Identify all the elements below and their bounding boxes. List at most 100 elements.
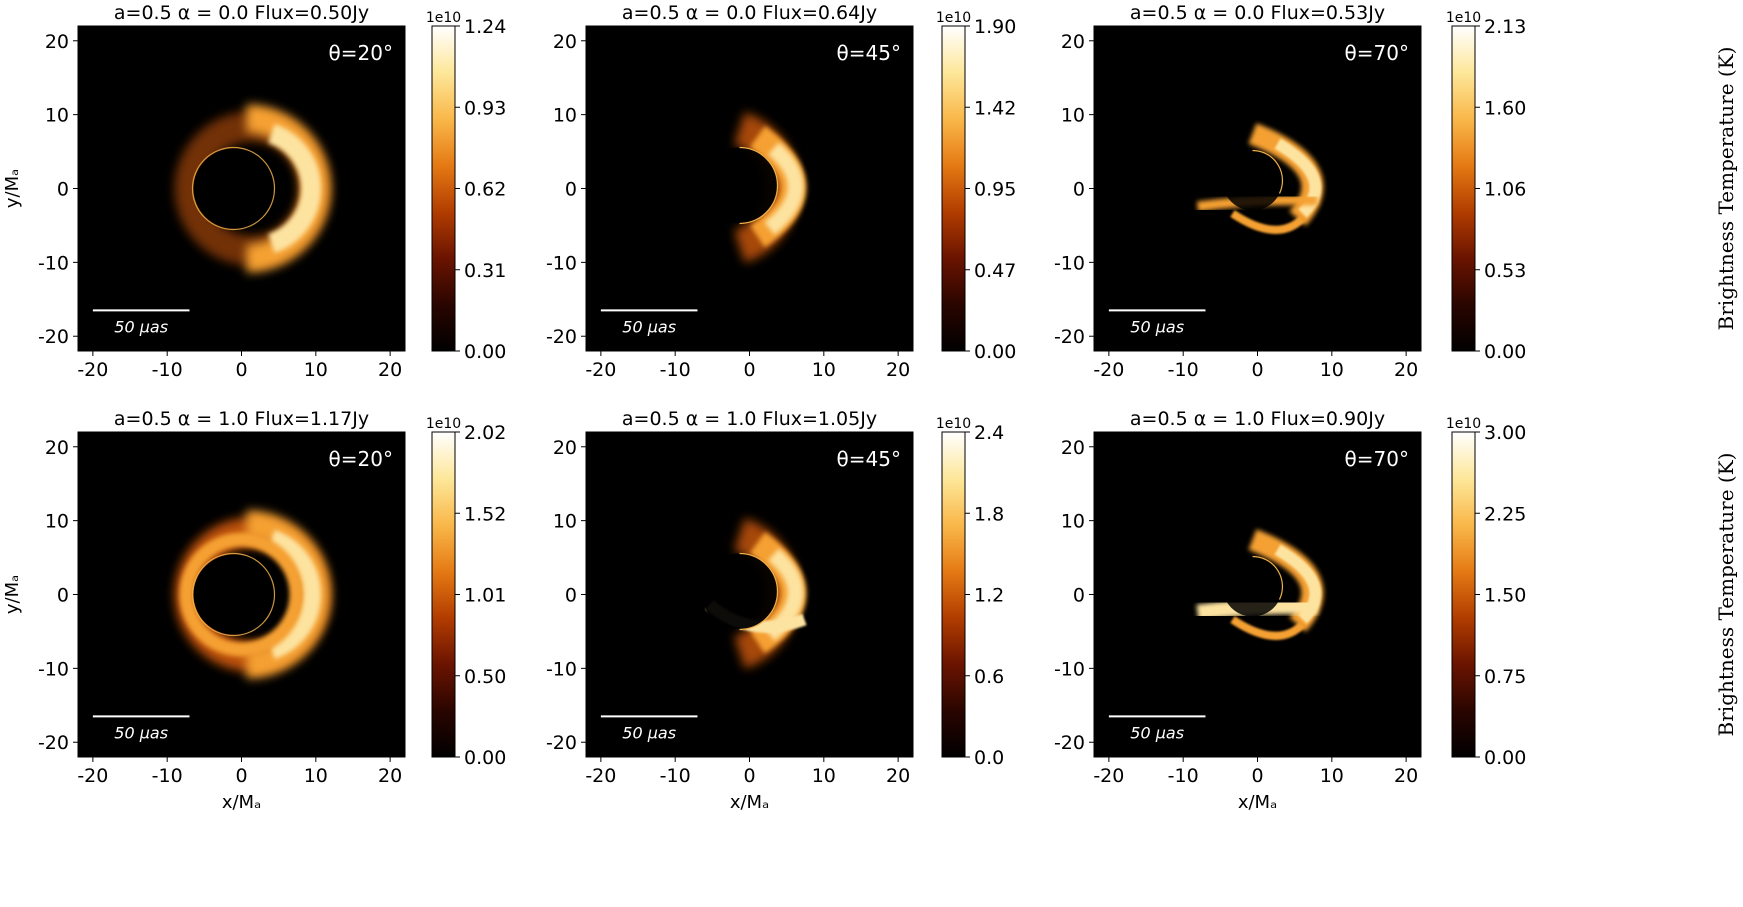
colorbar-tick-label: 0.95 [974,179,1016,201]
photon-ring [739,146,779,225]
x-tick-label: 0 [235,765,247,787]
x-tick-label: -20 [585,359,616,381]
colorbar-tick-label: 0.0 [974,747,1004,769]
colorbar-multiplier: 1e10 [426,10,461,26]
colorbar-tick-label: 0.47 [974,260,1016,282]
x-tick-label: 0 [235,359,247,381]
black-hole-shadow [193,554,274,635]
inclination-label: θ=20° [329,447,393,471]
x-tick-label: 10 [304,765,328,787]
y-tick-label: 0 [57,585,69,607]
colorbar-tick-label: 1.2 [974,585,1004,607]
x-tick-label: 0 [743,359,755,381]
black-hole-shadow [193,148,274,229]
y-tick-label: -10 [38,658,69,680]
x-tick-label: 10 [1320,359,1344,381]
y-axis-label: y/Mₐ [2,575,23,614]
scale-bar-label: 50 μas [114,724,168,743]
colorbar-tick-label: 1.42 [974,97,1016,119]
colorbar-tick-label: 0.00 [1484,747,1526,769]
photon-ring [191,552,276,637]
colorbar [941,431,966,758]
panel-title: a=0.5 α = 1.0 Flux=1.17Jy [114,408,369,430]
colorbar-tick-label: 0.53 [1484,260,1526,282]
colorbar-tick-label: 0.31 [464,260,506,282]
disk-crescent-core [764,142,804,235]
colorbar-label: Brightness Temperature (K) [1714,453,1738,737]
x-tick-label: 20 [378,359,402,381]
colorbar-multiplier: 1e10 [1446,416,1481,432]
x-tick-label: 0 [1251,359,1263,381]
y-tick-label: 10 [45,105,69,127]
black-hole-shadow [1222,150,1283,211]
y-tick-label: 20 [1061,31,1085,53]
colorbar-tick-label: 1.8 [974,503,1004,525]
photon-ring [191,146,276,231]
colorbar-tick-label: 0.00 [464,747,506,769]
y-tick-label: 0 [57,179,69,201]
colorbar-multiplier: 1e10 [1446,10,1481,26]
y-tick-label: -20 [546,326,577,348]
scale-bar-label: 50 μas [1130,724,1184,743]
scale-bar-label: 50 μas [622,318,676,337]
y-tick-label: 20 [553,31,577,53]
y-tick-label: -10 [546,252,577,274]
panel-title: a=0.5 α = 0.0 Flux=0.64Jy [622,2,877,24]
x-tick-label: 10 [304,359,328,381]
y-tick-label: -10 [1054,658,1085,680]
colorbar-tick-label: 1.60 [1484,97,1526,119]
x-tick-label: 20 [378,765,402,787]
panel-6: a=0.5 α = 1.0 Flux=0.90Jy θ=70° 50 μas -20 -… [1054,408,1738,813]
colorbar-multiplier: 1e10 [936,10,971,26]
scale-bar-label: 50 μas [1130,318,1184,337]
disk-lower-arc [1230,210,1306,234]
inclination-label: θ=70° [1345,447,1409,471]
inclination-label: θ=20° [329,41,393,65]
colorbar-tick-label: 1.24 [464,16,506,38]
colorbar-tick-label: 1.06 [1484,179,1526,201]
colorbar-tick-label: 0.75 [1484,666,1526,688]
panel-title: a=0.5 α = 1.0 Flux=0.90Jy [1130,408,1385,430]
x-tick-label: -10 [660,765,691,787]
y-tick-label: -10 [1054,252,1085,274]
x-axis-label: x/Mₐ [1238,792,1277,813]
photon-ring [1252,555,1284,600]
y-tick-label: -20 [38,326,69,348]
y-tick-label: 20 [1061,437,1085,459]
y-tick-label: -20 [1054,732,1085,754]
colorbar [1451,431,1476,758]
x-tick-label: -20 [1093,359,1124,381]
colorbar-tick-label: 0.00 [974,341,1016,363]
y-tick-label: 10 [45,511,69,533]
colorbar [431,431,456,758]
colorbar-tick-label: 1.01 [464,585,506,607]
x-tick-label: -20 [585,765,616,787]
x-axis-label: x/Mₐ [730,792,769,813]
panel-title: a=0.5 α = 0.0 Flux=0.50Jy [114,2,369,24]
panel-title: a=0.5 α = 1.0 Flux=1.05Jy [622,408,877,430]
y-tick-label: -10 [38,252,69,274]
heatmap-image [1196,123,1324,234]
y-tick-label: 20 [45,31,69,53]
colorbar-tick-label: 0.00 [1484,341,1526,363]
disk-crescent-core [267,124,322,253]
scale-bar-label: 50 μas [114,318,168,337]
colorbar-tick-label: 1.52 [464,503,506,525]
colorbar-tick-label: 2.02 [464,422,506,444]
x-tick-label: 20 [886,359,910,381]
colorbar-label: Brightness Temperature (K) [1714,47,1738,331]
x-tick-label: -10 [1168,765,1199,787]
y-tick-label: 0 [565,179,577,201]
x-tick-label: 0 [1251,765,1263,787]
y-axis-label: y/Mₐ [2,169,23,208]
y-tick-label: -20 [546,732,577,754]
inclination-label: θ=45° [837,447,901,471]
inclination-label: θ=45° [837,41,901,65]
x-tick-label: -20 [77,359,108,381]
black-hole-shadow [701,553,778,630]
